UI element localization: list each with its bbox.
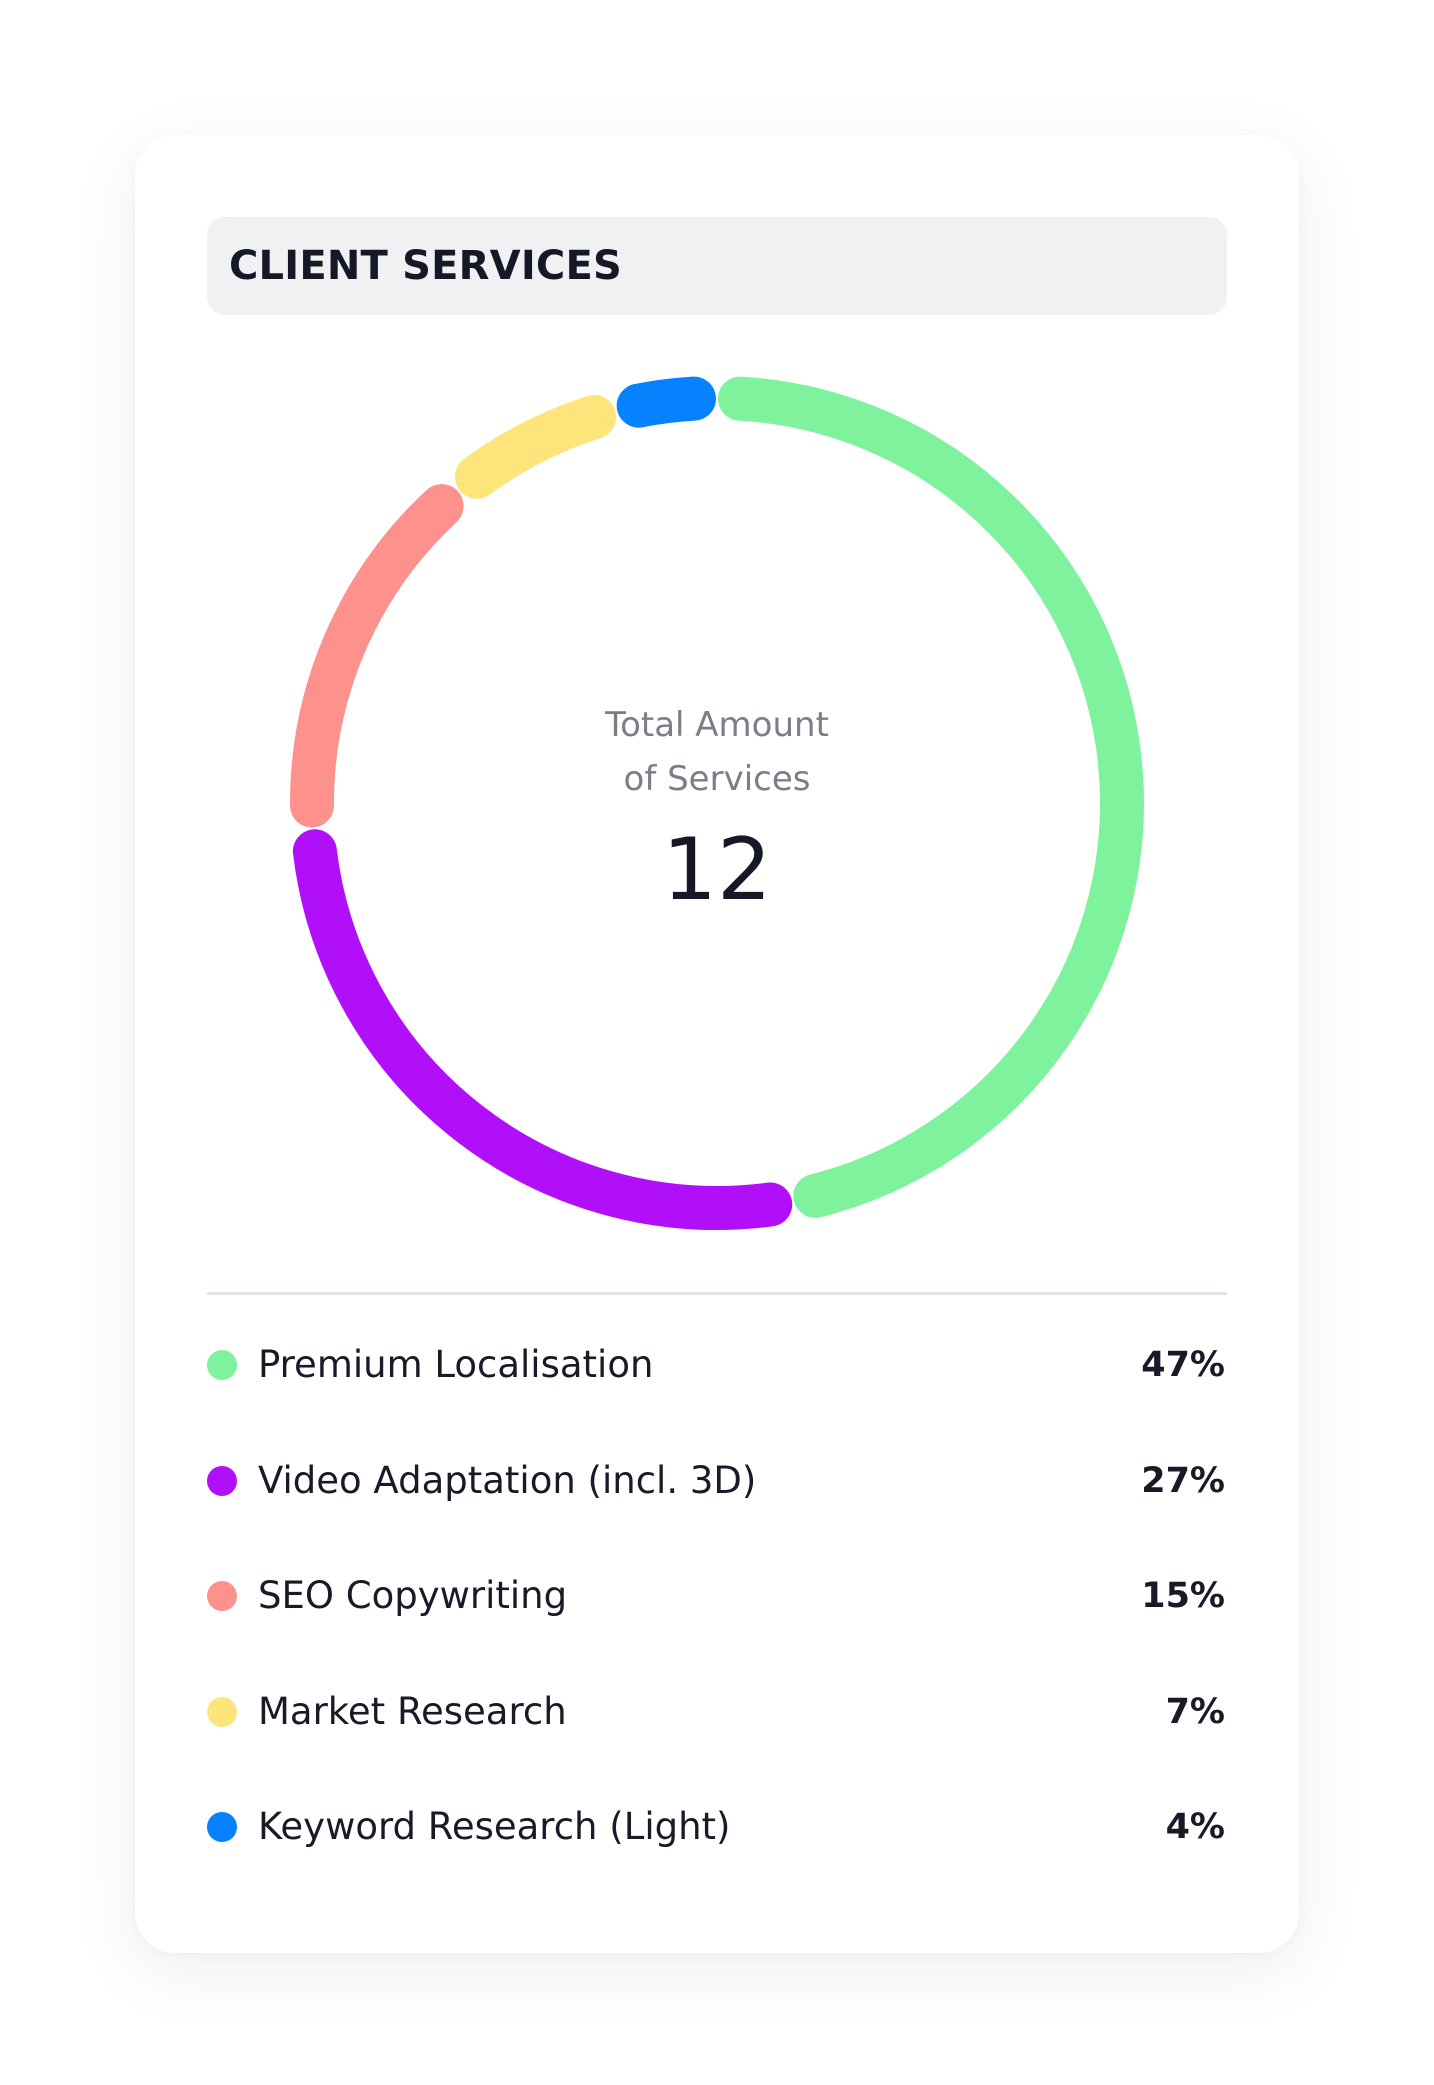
- client-services-card: CLIENT SERVICES Total Amount of Services…: [135, 135, 1299, 1953]
- donut-center-label-line-1: Total Amount: [605, 705, 829, 745]
- legend-value: 7%: [1165, 1691, 1225, 1732]
- legend-item-video-adaptation: Video Adaptation (incl. 3D) 27%: [207, 1459, 1227, 1582]
- legend-dot: [207, 1465, 237, 1496]
- legend-label: Video Adaptation (incl. 3D): [258, 1458, 757, 1502]
- legend-dot: [207, 1696, 237, 1727]
- donut-center-label-line-2: of Services: [623, 759, 811, 799]
- donut-segment-video-adaptation: [292, 829, 793, 1230]
- card-header: CLIENT SERVICES: [207, 217, 1227, 315]
- donut-center-label: Total Amount of Services: [517, 698, 917, 806]
- legend-dot: [207, 1350, 237, 1380]
- legend-value: 4%: [1165, 1807, 1225, 1847]
- legend-item-premium-localisation: Premium Localisation 47%: [207, 1343, 1227, 1466]
- donut-segment-premium-localisation: [717, 376, 1144, 1218]
- divider: [207, 1292, 1227, 1295]
- card-title: CLIENT SERVICES: [229, 243, 622, 289]
- legend-value: 47%: [1141, 1345, 1225, 1385]
- donut-segment-market-research: [454, 395, 617, 499]
- legend-item-keyword-research: Keyword Research (Light) 4%: [207, 1805, 1227, 1928]
- legend: Premium Localisation 47% Video Adaptatio…: [207, 1343, 1227, 1928]
- donut-center-value: 12: [662, 820, 772, 920]
- legend-dot: [207, 1812, 237, 1842]
- legend-dot: [207, 1581, 237, 1611]
- legend-value: 15%: [1141, 1576, 1225, 1616]
- donut-segment-seo-copywriting: [290, 484, 464, 828]
- legend-item-market-research: Market Research 7%: [207, 1690, 1227, 1813]
- legend-label: Market Research: [258, 1689, 567, 1733]
- legend-label: SEO Copywriting: [258, 1574, 568, 1617]
- donut-segment-keyword-research: [616, 376, 717, 428]
- legend-item-seo-copywriting: SEO Copywriting 15%: [207, 1574, 1227, 1697]
- legend-value: 27%: [1141, 1460, 1225, 1501]
- donut-chart: [290, 376, 1144, 1230]
- legend-label: Keyword Research (Light): [258, 1805, 731, 1848]
- legend-label: Premium Localisation: [258, 1343, 654, 1386]
